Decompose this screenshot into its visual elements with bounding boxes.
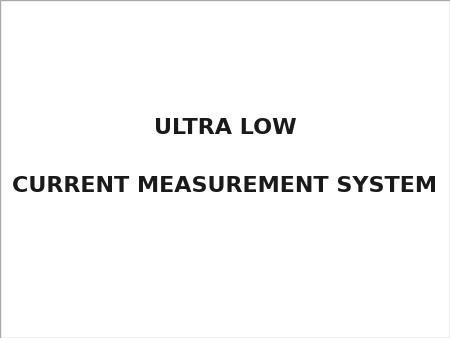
Text: ULTRA LOW: ULTRA LOW [154,118,296,139]
Text: CURRENT MEASUREMENT SYSTEM: CURRENT MEASUREMENT SYSTEM [13,176,437,196]
